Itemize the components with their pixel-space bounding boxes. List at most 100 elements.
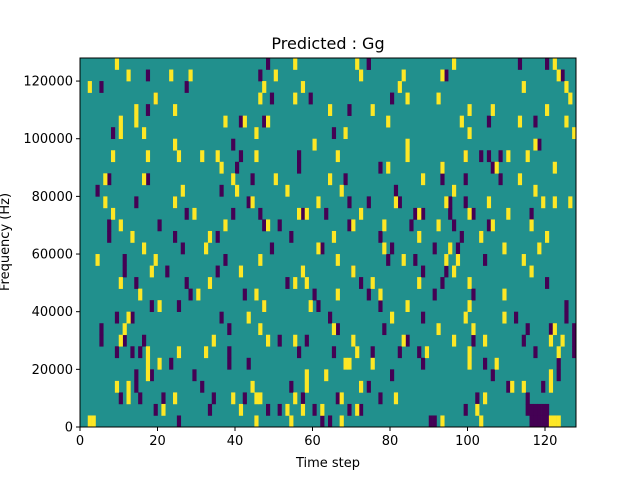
heatmap-cell-low <box>149 369 154 382</box>
heatmap-cell-high <box>324 369 329 382</box>
heatmap-cell-low <box>122 265 127 278</box>
heatmap-cell-high <box>568 196 573 209</box>
heatmap-cell-high <box>401 334 406 347</box>
y-tick-label: 100000 <box>23 132 73 147</box>
heatmap-cell-low <box>378 392 383 405</box>
heatmap-cell-high <box>552 323 557 336</box>
heatmap-cell-low <box>161 392 166 405</box>
heatmap-cell-high <box>529 219 534 232</box>
heatmap-cell-high <box>401 254 406 266</box>
heatmap-cell-low <box>378 230 383 243</box>
x-tick-label: 60 <box>304 434 321 449</box>
heatmap-cell-high <box>351 334 356 347</box>
heatmap-cell-high <box>440 161 445 174</box>
heatmap-cell-low <box>483 357 488 370</box>
chart-title: Predicted : Gg <box>271 34 384 53</box>
heatmap-cell-low <box>463 173 468 186</box>
heatmap-cell-high <box>173 392 178 405</box>
heatmap-cell-low <box>107 230 112 243</box>
heatmap-cell-low <box>486 219 492 232</box>
heatmap-cell-low <box>242 392 247 405</box>
heatmap-cell-high <box>173 104 178 116</box>
heatmap-cell-high <box>300 265 306 278</box>
heatmap-cell-high <box>494 357 499 370</box>
x-tick-label: 80 <box>382 434 399 449</box>
heatmap-cell-high <box>304 369 309 382</box>
heatmap-cell-low <box>262 219 267 232</box>
heatmap-cell-low <box>444 265 449 278</box>
heatmap-cell-low <box>95 184 100 197</box>
heatmap-cell-high <box>548 334 554 347</box>
heatmap-cell-low <box>134 277 139 289</box>
heatmap-cell-low <box>525 403 530 416</box>
heatmap-cell-high <box>262 300 267 312</box>
heatmap-cell-high <box>95 254 100 266</box>
heatmap-cell-high <box>548 369 554 382</box>
heatmap-cell-low <box>452 219 457 232</box>
heatmap-cell-high <box>390 311 395 324</box>
heatmap-cell-high <box>289 415 294 428</box>
heatmap-cell-low <box>153 403 158 416</box>
heatmap-cell-low <box>471 334 476 347</box>
heatmap-cell-high <box>556 415 561 428</box>
heatmap-cell-low <box>405 334 410 347</box>
heatmap-cell-low <box>238 115 244 128</box>
heatmap-cell-low <box>262 115 267 128</box>
heatmap-cell-low <box>149 300 154 312</box>
heatmap-cell-low <box>537 415 542 428</box>
heatmap-cell-high <box>103 196 108 209</box>
heatmap-cell-high <box>134 104 139 116</box>
heatmap-cell-low <box>417 346 422 359</box>
heatmap-cell-low <box>184 277 189 289</box>
heatmap-cell-low <box>413 254 418 266</box>
heatmap-cell-low <box>343 173 348 186</box>
heatmap-cell-high <box>545 104 550 116</box>
heatmap-cell-high <box>355 403 360 416</box>
heatmap-cell-high <box>320 403 325 416</box>
heatmap-cell-low <box>289 380 294 393</box>
heatmap-cell-high <box>335 150 340 163</box>
heatmap-cell-high <box>118 219 123 232</box>
heatmap-cell-high <box>467 357 472 370</box>
heatmap-cell-low <box>173 230 178 243</box>
heatmap-cell-low <box>211 392 216 405</box>
heatmap-cell-high <box>161 403 166 416</box>
heatmap-cell-low <box>223 254 228 266</box>
heatmap-cell-high <box>312 138 317 151</box>
heatmap-cell-low <box>277 219 282 232</box>
heatmap-cell-low <box>440 173 445 186</box>
heatmap-cell-low <box>366 288 371 301</box>
heatmap-cell-low <box>386 254 391 266</box>
heatmap-cell-low <box>138 346 143 359</box>
heatmap-cell-low <box>421 207 426 220</box>
heatmap-cell-high <box>138 288 143 301</box>
heatmap-cell-low <box>145 104 151 116</box>
heatmap-cell-low <box>114 346 120 359</box>
heatmap-cell-high <box>393 196 399 209</box>
heatmap-cell-low <box>134 380 139 393</box>
heatmap-cell-high <box>467 104 472 116</box>
heatmap-cell-high <box>483 392 488 405</box>
heatmap-cell-low <box>328 311 333 324</box>
heatmap-cell-high <box>328 104 333 116</box>
heatmap-cell-low <box>122 334 127 347</box>
heatmap-cell-high <box>568 92 573 105</box>
heatmap-cell-high <box>145 150 151 163</box>
heatmap-cell-high <box>180 184 185 197</box>
heatmap-cell-low <box>486 150 492 163</box>
heatmap-cell-high <box>285 184 290 197</box>
heatmap-cell-high <box>266 219 271 232</box>
heatmap-cell-high <box>556 346 561 359</box>
heatmap-cell-low <box>533 115 538 128</box>
heatmap-cell-high <box>378 288 383 301</box>
heatmap-cell-high <box>157 357 162 370</box>
heatmap-cell-high <box>331 323 337 336</box>
heatmap-cell-high <box>479 230 484 243</box>
heatmap-cell-high <box>118 334 123 347</box>
heatmap-cell-high <box>293 277 298 289</box>
heatmap-cell-high <box>254 127 259 140</box>
heatmap-cell-high <box>204 242 209 255</box>
heatmap-cell-low <box>556 357 561 370</box>
heatmap-cell-low <box>347 104 352 116</box>
heatmap-cell-low <box>134 196 139 209</box>
